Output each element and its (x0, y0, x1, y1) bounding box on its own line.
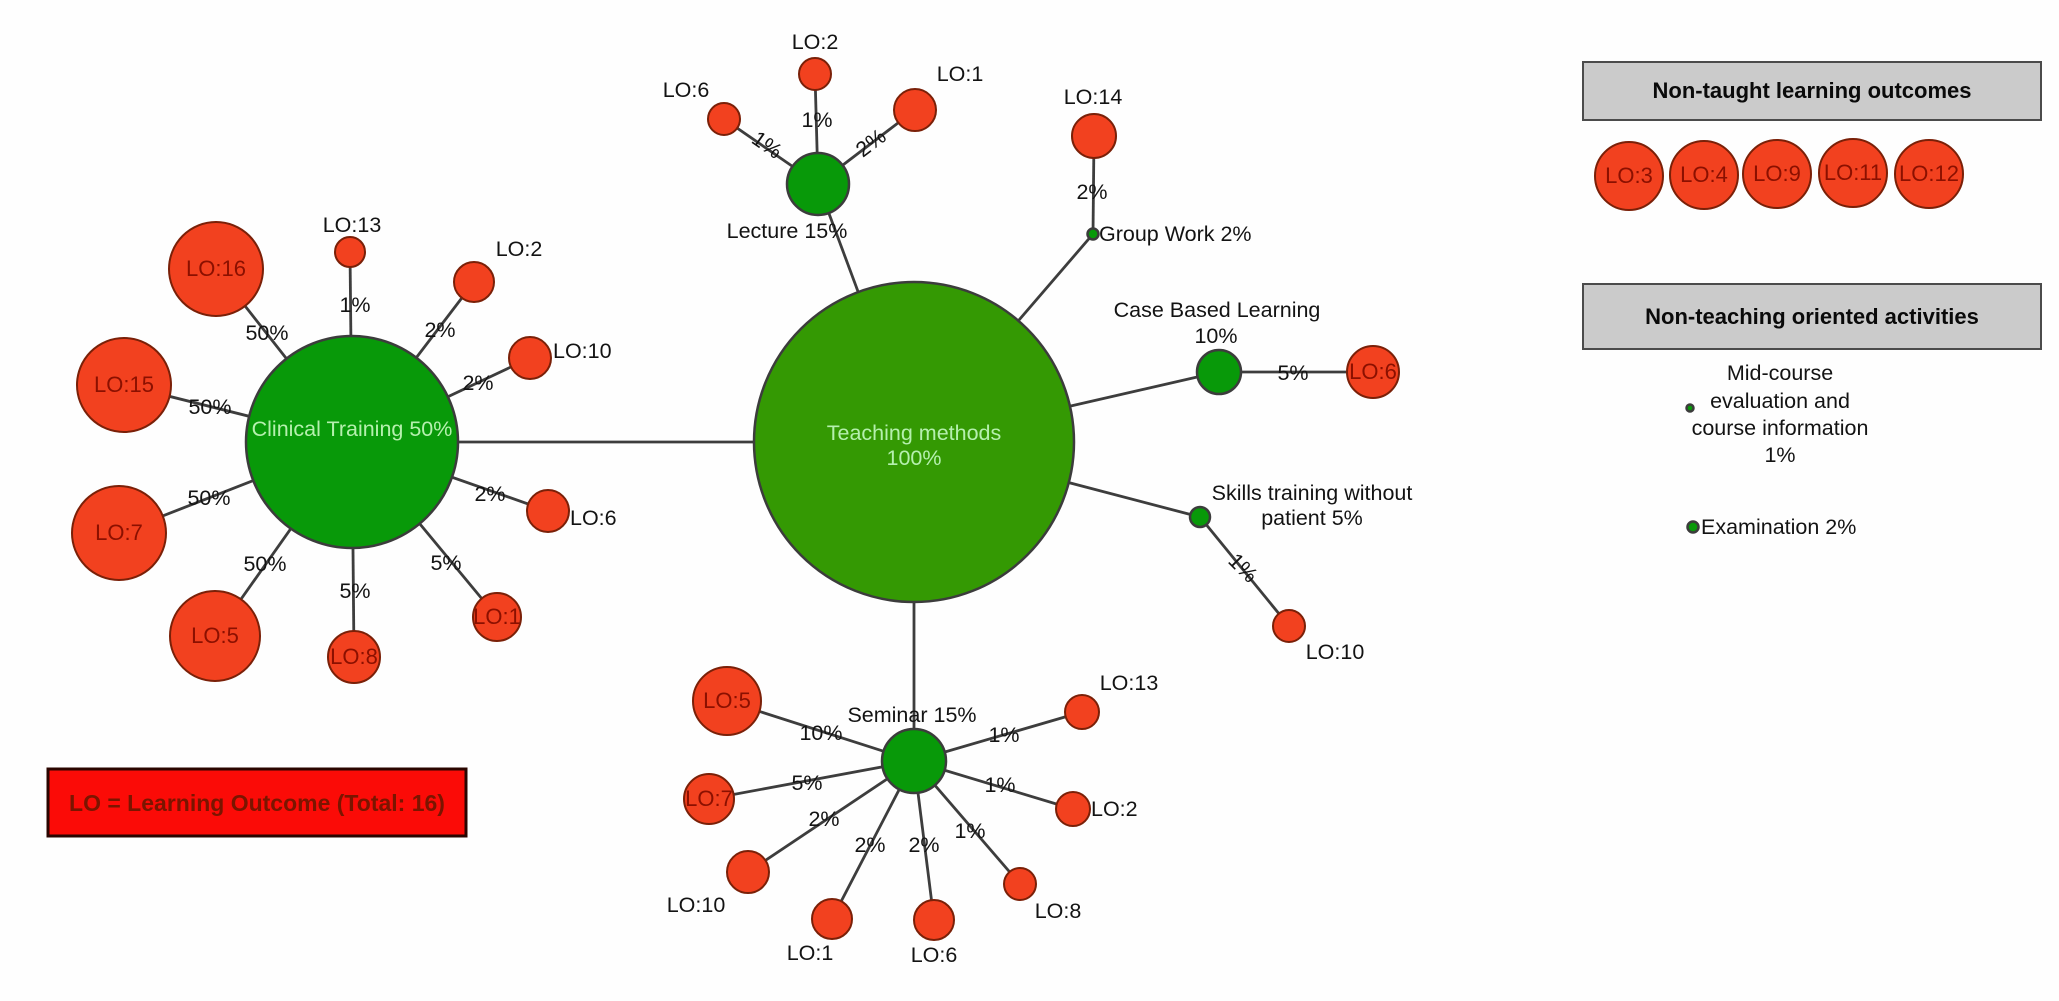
svg-text:50%: 50% (245, 321, 288, 345)
svg-text:LO:9: LO:9 (1753, 161, 1801, 186)
svg-text:Clinical Training 50%: Clinical Training 50% (252, 417, 453, 441)
svg-text:Non-taught learning outcomes: Non-taught learning outcomes (1653, 78, 1972, 103)
svg-text:100%: 100% (887, 446, 942, 470)
svg-text:patient 5%: patient 5% (1261, 506, 1363, 530)
svg-text:LO:2: LO:2 (496, 237, 543, 261)
svg-text:5%: 5% (791, 771, 822, 795)
svg-text:2%: 2% (424, 318, 455, 342)
svg-text:LO:16: LO:16 (186, 256, 246, 281)
svg-text:LO:4: LO:4 (1680, 162, 1728, 187)
svg-text:LO:14: LO:14 (1064, 85, 1123, 109)
svg-text:LO:1: LO:1 (787, 941, 834, 965)
svg-text:10%: 10% (799, 721, 842, 745)
svg-text:1%: 1% (801, 108, 832, 132)
svg-text:Skills training without: Skills training without (1212, 481, 1413, 505)
svg-text:10%: 10% (1194, 324, 1237, 348)
svg-text:1%: 1% (1764, 443, 1795, 467)
svg-text:LO:2: LO:2 (792, 30, 839, 54)
svg-text:LO:8: LO:8 (330, 644, 378, 669)
svg-text:LO:5: LO:5 (191, 623, 239, 648)
svg-text:2%: 2% (808, 807, 839, 831)
svg-text:LO:15: LO:15 (94, 372, 154, 397)
svg-text:2%: 2% (462, 371, 493, 395)
svg-text:2%: 2% (1076, 180, 1107, 204)
svg-text:5%: 5% (1277, 361, 1308, 385)
svg-text:LO:7: LO:7 (685, 786, 733, 811)
svg-text:2%: 2% (474, 482, 505, 506)
svg-text:LO:12: LO:12 (1899, 161, 1959, 186)
svg-text:50%: 50% (188, 395, 231, 419)
svg-text:LO:3: LO:3 (1605, 163, 1653, 188)
svg-text:Lecture 15%: Lecture 15% (727, 219, 848, 243)
svg-text:1%: 1% (988, 723, 1019, 747)
svg-text:Seminar 15%: Seminar 15% (847, 703, 976, 727)
svg-text:LO:6: LO:6 (911, 943, 958, 967)
svg-text:course information: course information (1692, 416, 1869, 440)
svg-text:LO:6: LO:6 (663, 78, 710, 102)
svg-text:Case Based Learning: Case Based Learning (1114, 298, 1321, 322)
svg-text:Examination 2%: Examination 2% (1701, 515, 1856, 539)
svg-text:LO:1: LO:1 (473, 604, 521, 629)
svg-text:5%: 5% (339, 579, 370, 603)
svg-text:2%: 2% (908, 833, 939, 857)
svg-text:LO:1: LO:1 (937, 62, 984, 86)
svg-text:LO = Learning Outcome (Total:: LO = Learning Outcome (Total: 16) (69, 790, 445, 816)
svg-text:Non-teaching oriented activiti: Non-teaching oriented activities (1645, 304, 1979, 329)
svg-text:LO:10: LO:10 (1306, 640, 1365, 664)
svg-text:1%: 1% (339, 293, 370, 317)
svg-text:LO:11: LO:11 (1824, 160, 1882, 185)
svg-text:Group Work 2%: Group Work 2% (1099, 222, 1252, 246)
svg-text:50%: 50% (187, 486, 230, 510)
svg-text:50%: 50% (243, 552, 286, 576)
svg-text:1%: 1% (954, 819, 985, 843)
svg-text:LO:6: LO:6 (570, 506, 617, 530)
svg-text:LO:10: LO:10 (553, 339, 612, 363)
svg-text:LO:7: LO:7 (95, 520, 143, 545)
svg-text:Mid-course: Mid-course (1727, 361, 1833, 385)
svg-text:2%: 2% (854, 833, 885, 857)
svg-text:1%: 1% (984, 773, 1015, 797)
svg-text:LO:2: LO:2 (1091, 797, 1138, 821)
svg-text:5%: 5% (430, 551, 461, 575)
svg-text:LO:13: LO:13 (323, 213, 382, 237)
svg-text:Teaching methods: Teaching methods (827, 421, 1002, 445)
svg-text:LO:5: LO:5 (703, 688, 751, 713)
svg-text:evaluation and: evaluation and (1710, 389, 1850, 413)
svg-text:LO:10: LO:10 (667, 893, 726, 917)
svg-text:LO:8: LO:8 (1035, 899, 1082, 923)
svg-text:LO:13: LO:13 (1100, 671, 1159, 695)
svg-text:LO:6: LO:6 (1349, 359, 1397, 384)
